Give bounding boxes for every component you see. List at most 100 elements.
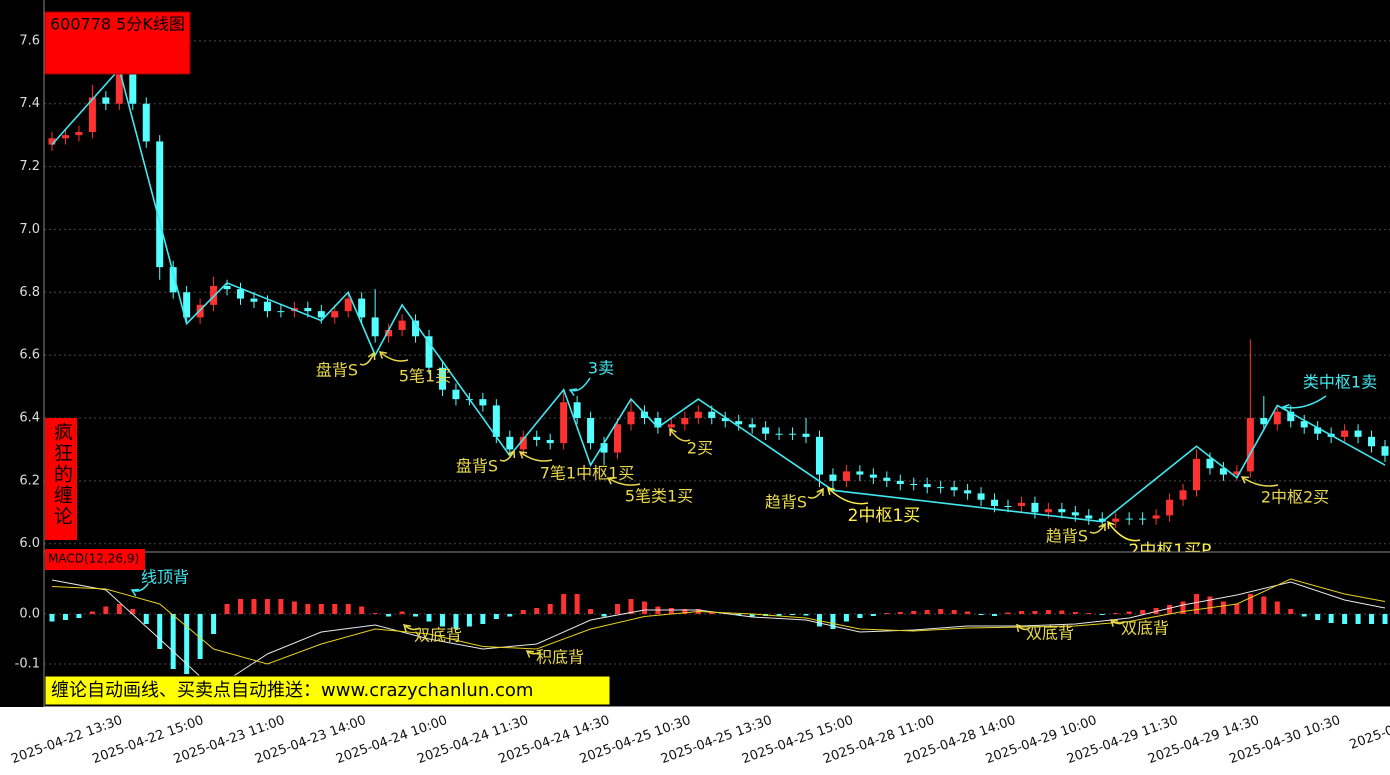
macd-bar [668,608,674,614]
macd-bar [1018,611,1024,614]
macd-bar [938,609,944,614]
candle-body [1354,430,1362,437]
annotation: 2中枢2买 [1261,488,1329,507]
macd-bar [965,611,971,614]
macd-bar [116,604,122,614]
annotation-arrow [403,624,421,631]
annotation: 3卖 [588,359,614,378]
candle-body [1031,502,1039,513]
macd-bar [1288,609,1294,614]
annotation-arrow [607,477,641,486]
macd-bar [318,604,324,614]
macd-bar [870,614,876,616]
candle-body [1287,411,1295,422]
candle-body [277,311,285,313]
macd-bar [1207,596,1213,614]
macd-bar [386,614,392,617]
candle-body [667,424,675,428]
macd-bar [749,614,755,617]
candle-body [183,292,191,318]
macd-bar [426,614,432,622]
macd-bar [184,614,190,674]
macd-bar [1126,611,1132,614]
y-tick-label: 6.4 [19,411,40,426]
candle-body [815,436,823,475]
y-tick-label: 7.6 [19,33,40,48]
title-box [44,11,191,75]
annotation-arrow [827,487,869,505]
macd-bar [992,614,998,616]
macd-bar [1301,614,1307,617]
macd-bar [561,594,567,614]
macd-bar [911,611,917,614]
macd-bar [1032,611,1038,614]
annotation-arrowhead [518,451,528,459]
macd-bar [130,609,136,614]
candle-body [169,267,177,293]
candle-body [115,72,123,104]
macd-bar [1099,614,1105,615]
annotation-arrow [1107,521,1141,542]
y-tick-label: 6.2 [19,473,40,488]
annotation-arrowhead [568,388,578,397]
macd-bar [1072,612,1078,614]
macd-bar [251,599,257,614]
annotation-arrow [669,428,691,442]
annotation: 2买 [687,439,713,458]
y-tick-label: 0.0 [19,607,40,622]
macd-bar [1193,594,1199,614]
macd-bar [480,614,486,624]
annotation: 线顶背 [141,568,189,587]
macd-bar [224,604,230,614]
annotation: 双底背 [414,626,462,645]
macd-bar [332,604,338,614]
macd-bar [507,614,513,617]
macd-bar [439,614,445,627]
annotation-arrowhead [402,624,412,632]
macd-bar [1315,614,1321,620]
candle-body [506,436,514,450]
candle-body [560,402,568,444]
macd-bar [197,614,203,659]
macd-bar [1113,613,1119,614]
macd-bar [641,601,647,614]
candle-body [1071,512,1079,516]
candle-body [1341,430,1349,437]
macd-bar [1355,614,1361,624]
macd-bar [1234,604,1240,614]
candle-body [735,421,743,425]
macd-bar [1180,601,1186,614]
annotation-arrowhead [826,486,835,495]
macd-bar [278,599,284,614]
candle-body [317,311,325,318]
candle-body [223,286,231,290]
candle-body [842,471,850,481]
annotation-arrow [519,451,553,462]
annotation: 趋背S [1046,527,1088,546]
candle-body [88,97,96,132]
macd-bar [305,604,311,614]
candle-body [950,487,958,491]
candle-body [533,436,541,440]
candle-body [708,411,716,418]
candle-body [694,411,702,418]
candle-body [856,471,864,475]
candle-body [775,433,783,435]
candle-body [896,480,904,484]
macd-bar [601,614,607,617]
macd-bar [803,614,809,616]
macd-bar [49,614,55,622]
annotation: 2中枢1买 [848,506,921,526]
candle-body [304,308,312,312]
candle-body [142,103,150,142]
annotation-arrowhead [1240,476,1250,484]
candle-body [627,411,635,425]
candle-body [1206,458,1214,469]
annotation-arrowhead [669,427,677,437]
annotation-arrow [1089,523,1106,534]
y-tick-label: 7.0 [19,222,40,237]
macd-bar [413,614,419,617]
dif-line [51,579,1386,690]
macd-bar [615,604,621,614]
